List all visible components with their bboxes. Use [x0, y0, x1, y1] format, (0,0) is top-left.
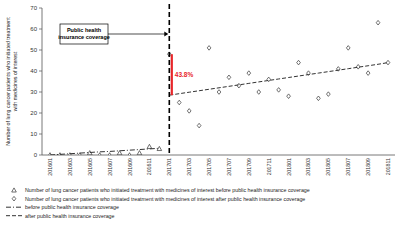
x-tick-label: 201811 — [385, 158, 391, 175]
x-tick-label: 201801 — [286, 158, 292, 176]
y-tick — [39, 134, 42, 135]
x-axis — [42, 155, 395, 156]
x-tick-label: 201805 — [325, 158, 331, 176]
point — [217, 90, 221, 95]
x-tick-label: 201709 — [246, 158, 252, 176]
legend-label: before public health insurance coverage — [25, 204, 119, 210]
y-tick-label: 60 — [30, 26, 37, 32]
point — [137, 151, 142, 155]
point — [346, 46, 350, 51]
annotation-text: insurance coverage — [58, 34, 110, 40]
point — [207, 46, 211, 51]
y-tick — [39, 8, 42, 9]
y-axis-label: Number of lung cancer patients who initi… — [5, 17, 11, 146]
coverage-line — [168, 4, 170, 155]
x-tick-label: 201809 — [365, 158, 371, 176]
x-tick-label: 201605 — [87, 158, 93, 176]
y-tick — [39, 155, 42, 156]
point — [177, 100, 181, 105]
x-tick-label: 201703 — [186, 158, 192, 176]
point — [197, 123, 201, 128]
point — [257, 90, 261, 95]
y-axis-label: with medicines of interest — [12, 51, 18, 111]
point — [297, 60, 301, 65]
legend-swatch — [12, 196, 16, 201]
plot-marks — [48, 20, 390, 155]
x-tick-label: 201707 — [226, 158, 232, 176]
chart: 0 10 20 30 40 50 60 70 Number of lung cancer pat… — [0, 0, 400, 225]
legend-label: Number of lung cancer patients who initi… — [25, 187, 310, 193]
x-tick-label: 201807 — [345, 158, 351, 176]
point — [227, 75, 231, 80]
y-tick-label: 0 — [34, 152, 38, 158]
x-tick-label: 201611 — [146, 158, 152, 175]
y-axis — [42, 8, 43, 155]
legend-swatch — [12, 188, 17, 192]
x-tick-label: 201803 — [305, 158, 311, 176]
point — [277, 88, 281, 93]
y-tick-label: 20 — [30, 110, 37, 116]
legend-label: after public health insurance coverage — [25, 213, 115, 219]
y-tick-label: 10 — [30, 131, 37, 137]
y-tick-label: 70 — [30, 5, 37, 11]
legend-swatch — [6, 215, 22, 216]
y-tick — [39, 29, 42, 30]
x-tick-label: 201701 — [166, 158, 172, 176]
point — [247, 71, 251, 76]
point — [287, 94, 291, 99]
y-tick-label: 40 — [30, 68, 37, 74]
arrow-head — [164, 32, 168, 37]
trend-line — [50, 148, 159, 155]
y-tick — [39, 50, 42, 51]
point — [327, 92, 331, 97]
point — [117, 151, 122, 155]
point — [237, 83, 241, 88]
x-tick-label: 201607 — [107, 158, 113, 176]
point — [107, 153, 112, 155]
y-tick — [39, 92, 42, 93]
y-tick — [39, 113, 42, 114]
y-tick-label: 50 — [30, 47, 37, 53]
y-tick — [39, 71, 42, 72]
x-tick-label: 201609 — [127, 158, 133, 176]
jump-label: 43.8% — [175, 71, 194, 78]
point — [187, 109, 191, 114]
trend-line — [169, 63, 388, 96]
point — [97, 153, 102, 155]
annotation-arrow — [108, 34, 165, 35]
y-tick-label: 30 — [30, 89, 37, 95]
legend-swatch — [6, 207, 22, 208]
point — [317, 96, 321, 101]
legend-label: Number of lung cancer patients who initi… — [25, 196, 305, 202]
point — [127, 153, 132, 155]
point — [366, 71, 370, 76]
annotation-text: Public health — [67, 27, 102, 33]
x-tick-label: 201705 — [206, 158, 212, 176]
x-tick-label: 201603 — [67, 158, 73, 176]
jump-segment — [171, 54, 173, 95]
x-tick-label: 201711 — [266, 158, 272, 175]
x-tick-label: 201601 — [47, 158, 53, 176]
point — [147, 144, 152, 148]
point — [376, 20, 380, 25]
